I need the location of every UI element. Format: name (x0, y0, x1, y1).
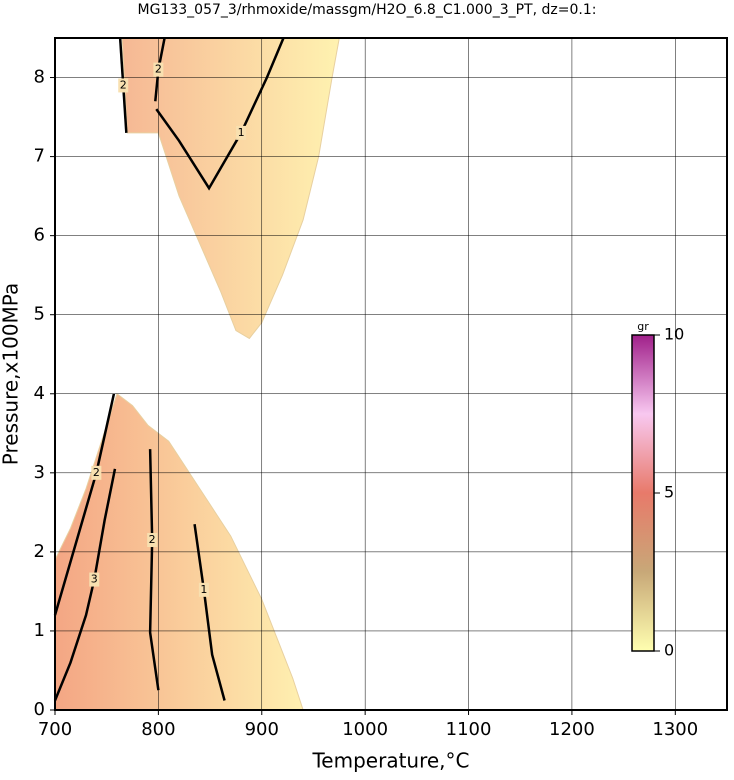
x-axis-label: Temperature,°C (311, 749, 469, 773)
x-tick-label: 700 (38, 719, 72, 740)
contour-label: 1 (238, 126, 245, 139)
contour-line (53, 468, 117, 701)
contour-line (148, 449, 160, 691)
x-tick-label: 900 (245, 719, 279, 740)
contour-label: 1 (200, 583, 207, 596)
y-tick-label: 0 (34, 699, 45, 720)
x-tick-label: 1300 (652, 719, 698, 740)
field-region (121, 37, 340, 340)
contour-label: 2 (149, 533, 156, 546)
contour-label-bg (89, 572, 100, 587)
contour-label-bg (91, 465, 102, 480)
contour-label-bg (198, 582, 209, 597)
y-tick-label: 6 (34, 225, 45, 246)
contour-label: 2 (155, 63, 162, 76)
x-tick-label: 800 (141, 719, 175, 740)
contour-line (193, 524, 226, 701)
colorbar-tick-label: 10 (664, 325, 684, 344)
y-tick-label: 5 (34, 304, 45, 325)
contour-label-bg (118, 78, 129, 93)
y-tick-label: 1 (34, 620, 45, 641)
contour-label: 2 (93, 466, 100, 479)
contour-line (155, 37, 285, 191)
chart-title: MG133_057_3/rhmoxide/massgm/H2O_6.8_C1.0… (138, 2, 597, 18)
colorbar-label: gr (637, 320, 649, 333)
contour-label-bg (236, 125, 247, 140)
plot-frame (54, 37, 728, 711)
y-tick-label: 4 (34, 383, 45, 404)
y-axis-label: Pressure,x100MPa (0, 283, 23, 465)
colorbar-tick-label: 0 (664, 641, 674, 660)
x-tick-label: 1000 (342, 719, 388, 740)
contour-label: 2 (120, 78, 127, 91)
contour-label: 3 (91, 573, 98, 586)
x-tick-label: 1100 (446, 719, 492, 740)
contour-label-bg (153, 62, 164, 77)
y-tick-label: 8 (34, 67, 45, 88)
contour-line (53, 393, 116, 616)
contour-label-bg (147, 533, 158, 548)
y-tick-label: 2 (34, 541, 45, 562)
y-tick-label: 3 (34, 462, 45, 483)
y-tick-label: 7 (34, 146, 45, 167)
x-tick-label: 1200 (549, 719, 595, 740)
colorbar-tick-label: 5 (664, 483, 674, 502)
colorbar (631, 334, 655, 652)
